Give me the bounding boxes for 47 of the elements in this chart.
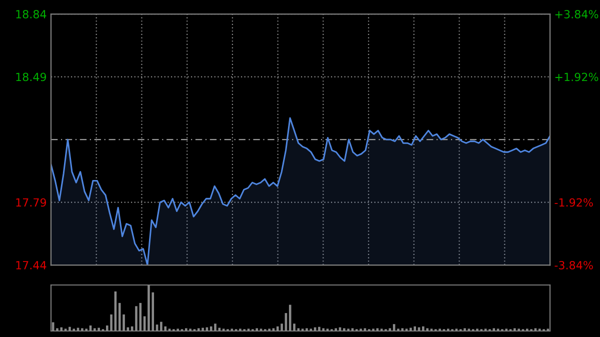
bar bbox=[464, 328, 466, 331]
y2-tick-label: -3.84% bbox=[554, 260, 593, 270]
bar bbox=[422, 326, 424, 331]
y-tick-label: 17.79 bbox=[16, 198, 46, 207]
bar bbox=[202, 328, 204, 331]
y-tick-label: 18.49 bbox=[16, 72, 46, 82]
bar bbox=[110, 314, 112, 331]
bar bbox=[164, 326, 166, 331]
y2-tick-label: +3.84% bbox=[555, 10, 598, 18]
bar bbox=[197, 328, 200, 331]
bar bbox=[135, 306, 138, 331]
bar bbox=[351, 328, 354, 331]
bar bbox=[343, 328, 346, 331]
bar bbox=[148, 285, 150, 331]
bar bbox=[514, 328, 516, 331]
bar bbox=[118, 302, 121, 331]
bar bbox=[534, 328, 537, 331]
bar bbox=[410, 328, 412, 331]
y2-tick-label: -1.92% bbox=[554, 198, 593, 207]
bar bbox=[388, 328, 392, 331]
y-tick-label: 18.84 bbox=[16, 10, 46, 18]
bar bbox=[56, 328, 58, 331]
bar bbox=[94, 328, 96, 331]
bar bbox=[334, 328, 337, 331]
y-tick-label: 17.44 bbox=[16, 261, 46, 270]
bar bbox=[364, 328, 366, 331]
bar bbox=[185, 328, 188, 331]
y2-tick-label: +1.92% bbox=[555, 72, 598, 82]
bar bbox=[288, 304, 292, 331]
bar bbox=[68, 326, 71, 331]
bar bbox=[306, 328, 308, 331]
bar bbox=[160, 322, 162, 331]
bar bbox=[272, 328, 275, 331]
bar bbox=[98, 328, 100, 331]
bar bbox=[256, 328, 258, 331]
bar bbox=[297, 328, 300, 331]
bar bbox=[426, 328, 428, 331]
bar bbox=[318, 326, 320, 331]
bar bbox=[276, 326, 279, 331]
bar bbox=[280, 324, 283, 331]
bar bbox=[492, 328, 496, 331]
bar bbox=[376, 328, 379, 331]
bar bbox=[322, 328, 325, 331]
bar bbox=[401, 328, 404, 331]
bar bbox=[414, 326, 416, 331]
bar bbox=[81, 328, 84, 331]
bar bbox=[214, 324, 216, 331]
